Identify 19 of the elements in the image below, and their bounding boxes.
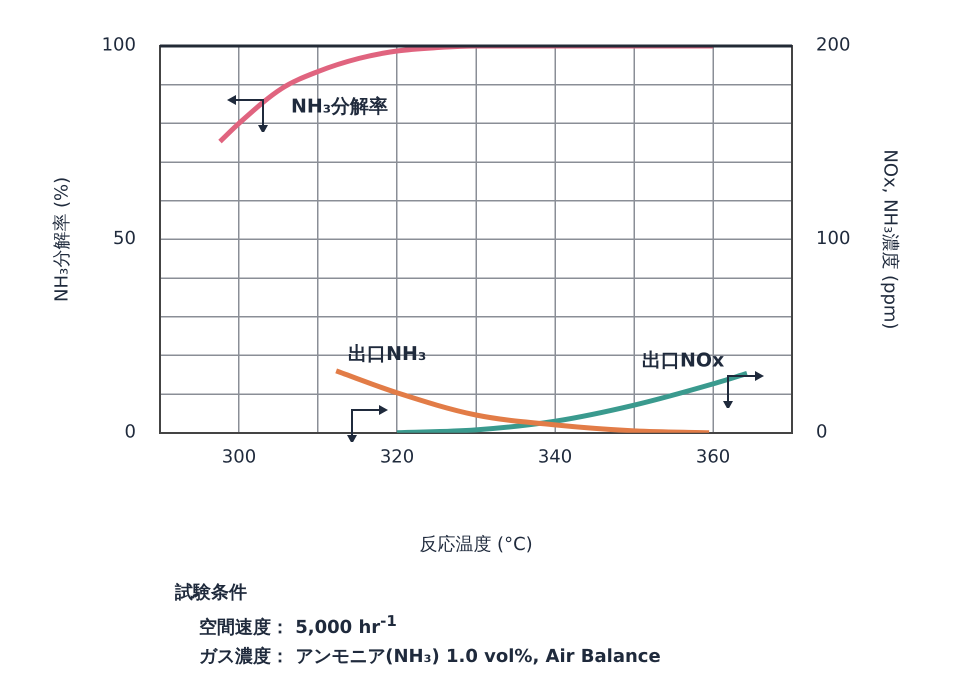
series-label: NH₃分解率 [291, 95, 388, 118]
x-tick-label: 320 [380, 446, 414, 468]
y-tick-label: 0 [124, 421, 136, 442]
x-tick-label: 360 [696, 446, 730, 468]
y-tick-label: 100 [102, 34, 136, 56]
text: 空間速度： 5,000 hr$^{-1}$ [198, 611, 398, 640]
series-label: 出口NOx [642, 349, 724, 372]
y2-axis-title: NOx, NH₃濃度 (ppm) [880, 149, 901, 330]
x-tick-label: 300 [222, 446, 256, 468]
x-axis-title: 反応温度 (°C) [419, 534, 533, 555]
x-tick-label: 340 [538, 446, 572, 468]
y2-tick-label: 200 [816, 34, 850, 56]
y-axis-title: NH₃分解率 (%) [51, 176, 72, 302]
text: ガス濃度： アンモニア(NH₃) 1.0 vol%, Air Balance [198, 645, 661, 669]
y-tick-label: 50 [113, 228, 136, 250]
y2-tick-label: 100 [816, 228, 850, 250]
series-label: 出口NH₃ [348, 342, 426, 365]
text: 試験条件 [175, 581, 248, 605]
y2-tick-label: 0 [816, 421, 828, 442]
